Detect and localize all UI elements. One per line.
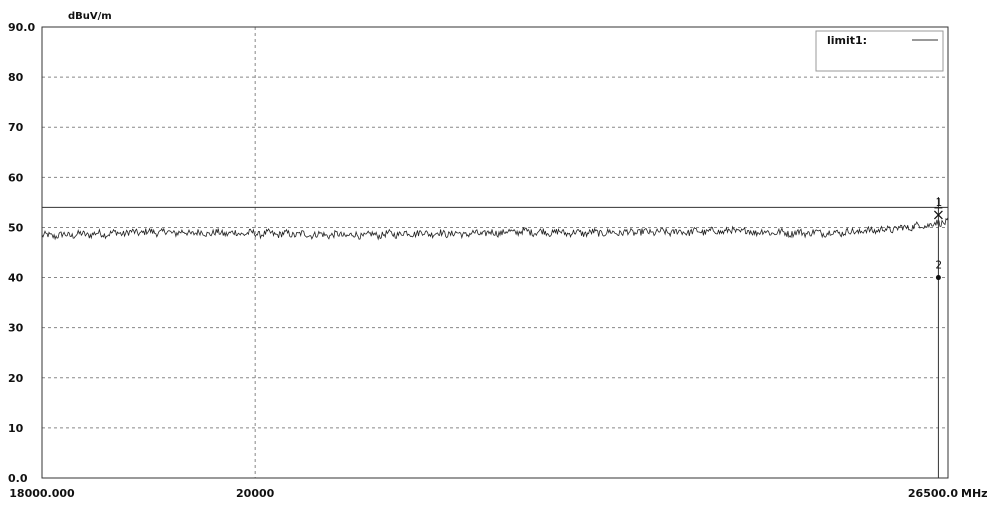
x-axis-unit-label: MHz: [961, 487, 988, 500]
y-tick-label: 80: [8, 71, 24, 84]
legend-frame: [815, 30, 944, 72]
series-layer: [41, 217, 949, 241]
marker-2-label: 2: [935, 259, 942, 272]
y-tick-label: 20: [8, 372, 24, 385]
plot-frame: [41, 26, 949, 479]
x-tick-label: 20000: [236, 487, 275, 500]
y-tick-labels: 0.0 10 20 30 40 50 60 70 80 90.0: [8, 21, 35, 485]
marker-1-symbol: [933, 210, 943, 220]
y-tick-label: 90.0: [8, 21, 35, 34]
y-tick-label: 70: [8, 121, 24, 134]
grid-lines: [42, 27, 948, 478]
measurement-trace-0: [41, 217, 949, 241]
marker-1-label: 1: [935, 196, 942, 209]
y-tick-label: 40: [8, 272, 24, 285]
x-tick-labels: 18000.000 20000 26500.0: [9, 487, 958, 500]
y-tick-label: 0.0: [8, 472, 28, 485]
legend-box: limit1:: [815, 30, 944, 72]
x-tick-label: 18000.000: [9, 487, 75, 500]
marker-2-symbol: [935, 275, 941, 281]
marker-layer: 12: [933, 196, 943, 478]
y-tick-label: 10: [8, 422, 24, 435]
legend-entry-limit1: limit1:: [827, 34, 867, 47]
y-tick-label: 60: [8, 171, 24, 184]
y-tick-label: 50: [8, 221, 24, 234]
y-axis-unit-label: dBuV/m: [68, 11, 112, 22]
y-tick-label: 30: [8, 322, 24, 335]
x-tick-label: 26500.0: [908, 487, 958, 500]
